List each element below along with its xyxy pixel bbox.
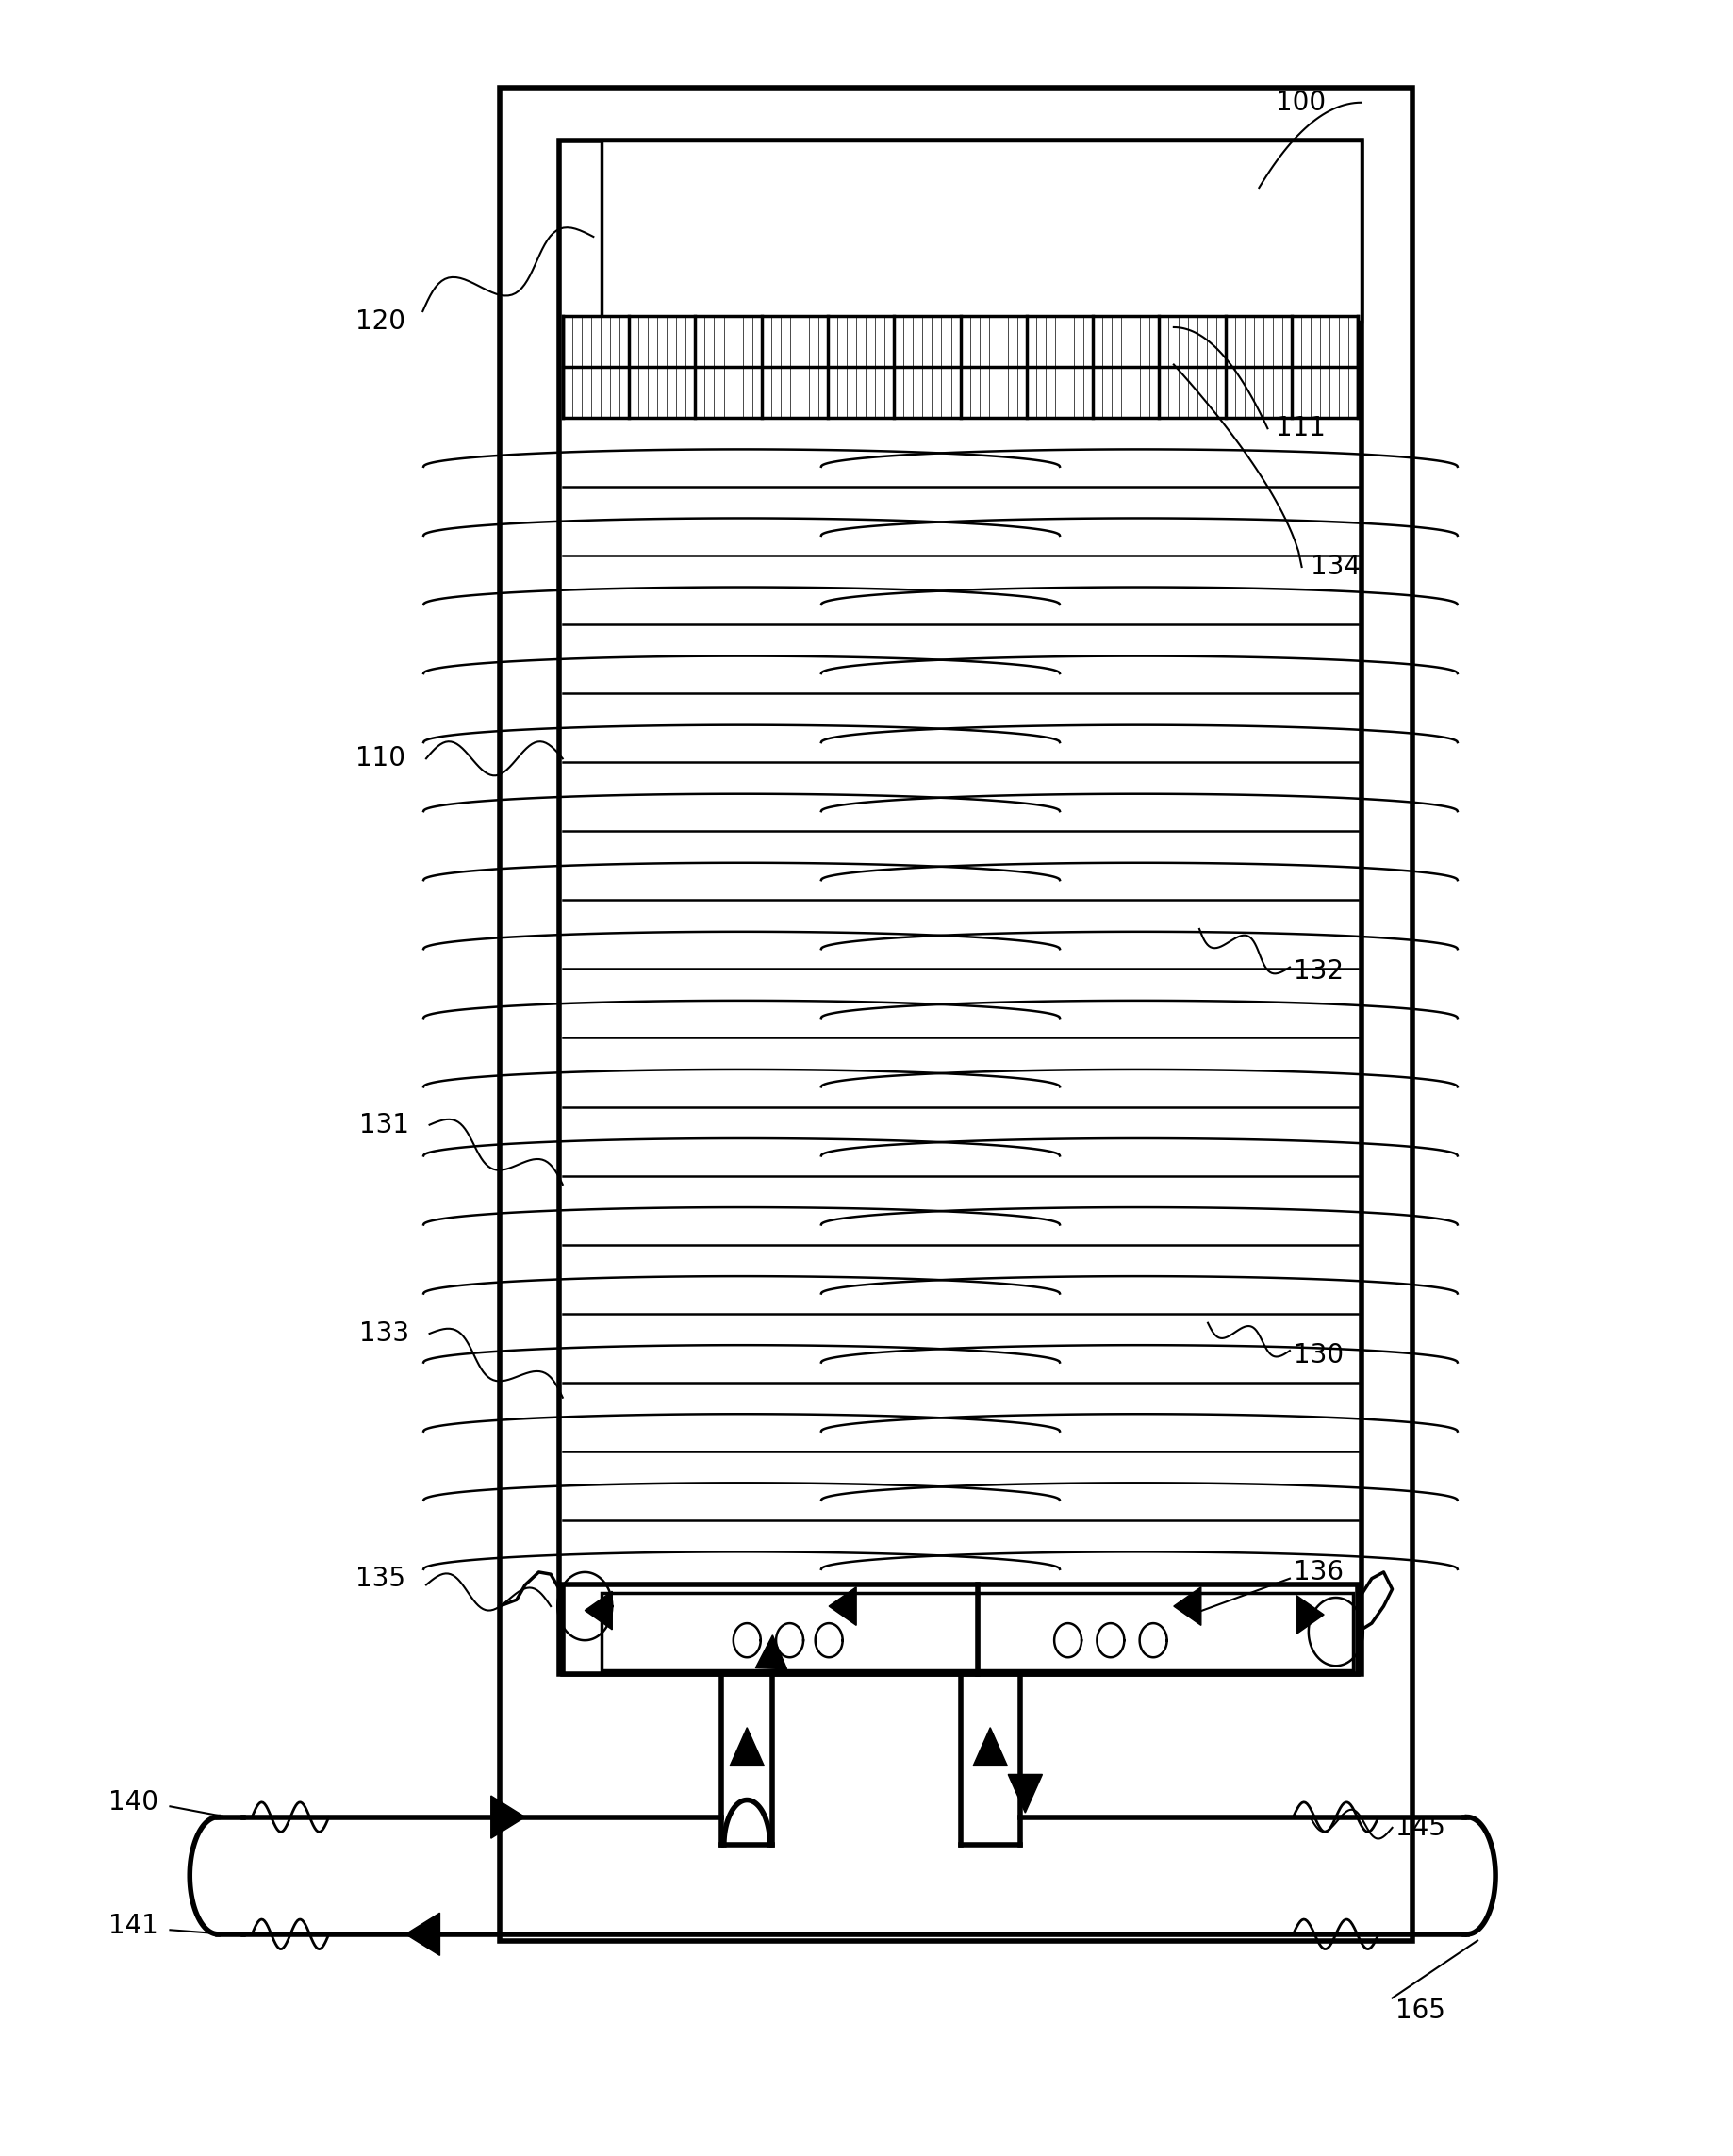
Text: 133: 133: [359, 1319, 409, 1348]
Text: 132: 132: [1293, 957, 1343, 985]
Text: 165: 165: [1395, 1999, 1445, 2024]
Bar: [499, 88, 1412, 1940]
Text: 130: 130: [1293, 1341, 1343, 1369]
Polygon shape: [1009, 1774, 1042, 1813]
Text: 136: 136: [1293, 1559, 1343, 1585]
Text: 135: 135: [355, 1565, 406, 1591]
Polygon shape: [584, 1591, 612, 1630]
Text: 110: 110: [355, 746, 406, 772]
Polygon shape: [406, 1912, 440, 1955]
Bar: [601, 140, 1362, 321]
Polygon shape: [490, 1796, 525, 1839]
Text: 140: 140: [107, 1789, 158, 1815]
Text: 134: 134: [1310, 554, 1360, 580]
Polygon shape: [1173, 1587, 1201, 1626]
Text: 120: 120: [355, 308, 406, 334]
Polygon shape: [974, 1727, 1007, 1766]
Text: 131: 131: [359, 1112, 409, 1138]
Bar: [563, 315, 1359, 418]
Text: 100: 100: [1275, 88, 1326, 116]
Bar: [563, 1585, 1359, 1675]
Text: 111: 111: [1275, 416, 1326, 442]
Polygon shape: [828, 1587, 856, 1626]
Text: 145: 145: [1395, 1815, 1445, 1841]
Text: 141: 141: [109, 1912, 158, 1938]
Polygon shape: [756, 1634, 787, 1669]
Bar: [560, 140, 1362, 1675]
Polygon shape: [730, 1727, 764, 1766]
Polygon shape: [1296, 1595, 1324, 1634]
Bar: [601, 1593, 1353, 1671]
